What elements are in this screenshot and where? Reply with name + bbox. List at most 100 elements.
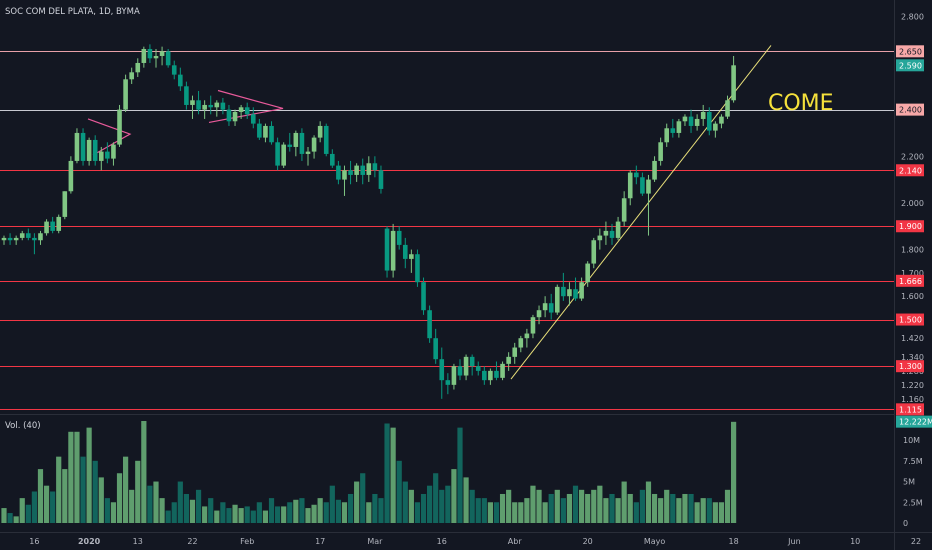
candle-body <box>682 116 688 122</box>
candle-body <box>86 139 92 161</box>
volume-bar <box>420 493 427 523</box>
candle-body <box>627 172 633 199</box>
volume-bar <box>408 489 414 523</box>
price-tick-label: 1.700 <box>901 269 924 278</box>
level-1-label: 2.400 <box>899 106 922 115</box>
candle-body <box>348 170 353 175</box>
price-tick-label: 2.200 <box>901 152 924 161</box>
volume-bar <box>664 489 670 523</box>
volume-bar <box>372 493 378 523</box>
candle-body <box>670 128 676 133</box>
candle-body <box>123 79 128 110</box>
price-tick-label: 1.420 <box>901 334 924 343</box>
candle-body <box>56 216 62 231</box>
volume-bar <box>731 421 737 523</box>
candle-body <box>688 116 694 126</box>
candle-body <box>524 333 530 339</box>
volume-bar <box>341 502 348 523</box>
candle-body <box>360 165 366 175</box>
volume-bar <box>609 493 615 523</box>
candle-body <box>196 100 201 110</box>
candle-body <box>427 310 432 339</box>
price-tick-label: 1.800 <box>901 246 924 255</box>
volume-bar <box>165 510 171 523</box>
time-tick-label: 16 <box>29 537 39 546</box>
candle-body <box>713 123 718 131</box>
volume-bar <box>68 431 74 523</box>
candle-body <box>694 118 700 126</box>
price-tick-label: 2.800 <box>901 12 924 21</box>
price-candles <box>1 44 736 399</box>
candle-body <box>214 102 220 108</box>
volume-bar <box>487 502 493 523</box>
volume-bar <box>98 477 104 523</box>
candle-body <box>208 104 214 108</box>
candle-body <box>567 289 572 297</box>
volume-bar <box>275 506 281 523</box>
volume-bar <box>13 516 19 523</box>
volume-bar <box>317 498 323 523</box>
level-0-label: 2.650 <box>899 47 922 56</box>
volume-bar <box>724 489 731 523</box>
volume-bar <box>530 485 536 523</box>
volume-bar <box>378 498 384 523</box>
candle-body <box>147 48 153 59</box>
candle-body <box>591 240 597 264</box>
volume-bar <box>281 506 287 523</box>
candle-body <box>506 356 511 364</box>
volume-bar <box>621 481 627 523</box>
volume-bar <box>177 481 183 523</box>
volume-bar <box>651 493 658 523</box>
candle-body <box>542 303 548 311</box>
level-5-label: 1.500 <box>899 316 922 325</box>
level-7-badge <box>896 403 924 416</box>
level-5-badge <box>896 313 924 326</box>
volume-bar <box>658 498 664 523</box>
volume-bar <box>256 502 262 523</box>
volume-bar <box>439 489 445 523</box>
candle-body <box>244 107 250 115</box>
volume-bar <box>19 498 25 523</box>
candle-body <box>482 370 487 381</box>
volume-bar <box>214 510 220 523</box>
volume-bar <box>633 502 639 523</box>
time-tick-label: 2020 <box>78 537 101 546</box>
candle-body <box>74 132 80 161</box>
candle-body <box>1 237 7 241</box>
volume-bar <box>615 498 621 523</box>
ticker-annotation: COME <box>768 91 834 116</box>
volume-bar <box>171 502 177 523</box>
volume-bar <box>591 489 597 523</box>
volume-tick-label: 5M <box>903 478 915 487</box>
candle-body <box>396 230 402 245</box>
price-tick-label: 1.160 <box>901 395 924 404</box>
candle-body <box>354 165 359 175</box>
level-6-badge <box>896 360 924 373</box>
volume-bar <box>463 477 469 523</box>
volume-bar <box>268 498 275 523</box>
volume-bar <box>481 498 487 523</box>
candle-body <box>719 116 724 124</box>
time-tick-label: Mayo <box>644 537 666 546</box>
candle-body <box>50 221 55 231</box>
candle-body <box>323 125 329 154</box>
candle-body <box>141 48 147 63</box>
volume-bar <box>512 502 518 523</box>
candle-body <box>579 282 584 299</box>
volume-axis-ticks: 10M 7.5M 5M 2.5M 0 12.222M <box>896 415 932 528</box>
level-7-label: 1.115 <box>899 405 922 414</box>
volume-bar <box>354 481 360 523</box>
volume-tick-label: 2.5M <box>903 498 923 507</box>
volume-bar <box>56 456 62 523</box>
candle-body <box>664 128 670 143</box>
candle-body <box>409 254 414 259</box>
volume-bar <box>250 510 256 523</box>
candle-body <box>263 125 268 138</box>
candle-body <box>165 51 171 66</box>
volume-bar <box>287 502 293 523</box>
last-price-badge <box>896 59 924 72</box>
volume-bar <box>427 485 433 523</box>
candle-body <box>536 310 542 318</box>
candle-body <box>305 151 311 154</box>
volume-bar <box>323 502 329 523</box>
